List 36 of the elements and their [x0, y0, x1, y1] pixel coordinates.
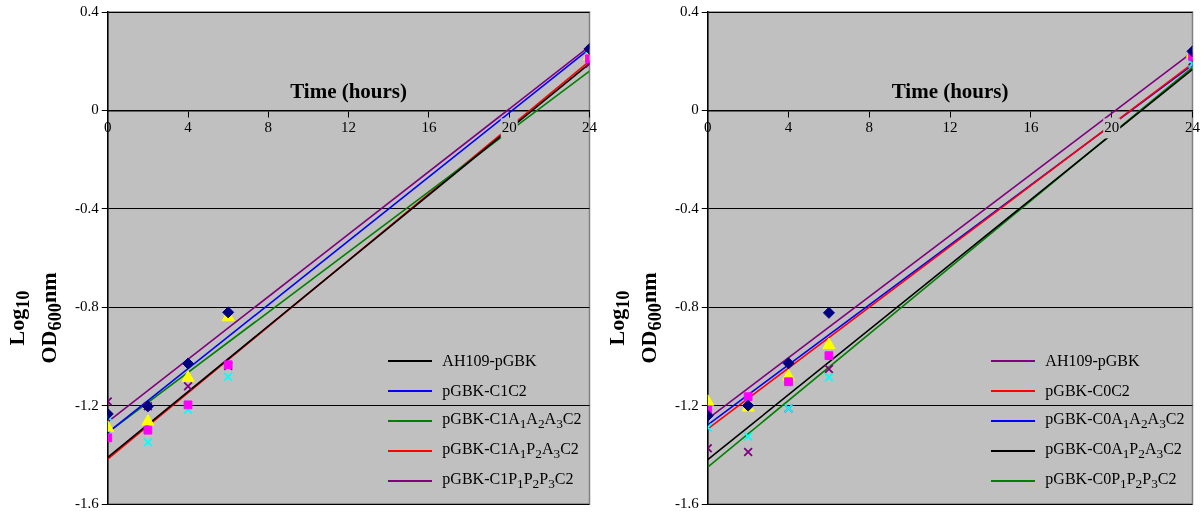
x-axis-title: Time (hours): [891, 79, 1009, 105]
x-tick-label: 12: [341, 119, 357, 136]
legend-label: pGBK-C1A$_{1}$A$_{2}$A$_{3}$C2: [442, 409, 582, 433]
y-tick-label: 0: [691, 101, 699, 118]
y-tick-label: -0.8: [75, 298, 99, 315]
x-tick-label: 4: [784, 119, 793, 136]
y-tick-label: -0.4: [675, 199, 700, 216]
x-tick-label: 8: [865, 119, 874, 136]
y-tick-label: -1.2: [675, 396, 699, 413]
x-tick-label: 12: [942, 119, 958, 136]
x-axis-title: Time (hours): [290, 79, 408, 105]
legend-label: pGBK-C1P$_{1}$P$_{2}$P$_{3}$C2: [442, 469, 574, 493]
x-tick-label: 24: [582, 119, 598, 136]
x-tick-label: 16: [1023, 119, 1039, 136]
y-tick-label: 0.4: [680, 2, 700, 19]
legend-label: pGBK-C0A$_{1}$A$_{2}$A$_{3}$C2: [1045, 409, 1185, 433]
y-tick-label: -0.4: [75, 199, 100, 216]
legend-label: AH109-pGBK: [442, 352, 537, 370]
y-tick-label: -1.2: [75, 396, 99, 413]
x-tick-label: 8: [264, 119, 273, 136]
legend-label: pGBK-C1C2: [442, 382, 527, 400]
y-tick-label: -1.6: [675, 494, 700, 511]
x-tick-label: 4: [184, 119, 193, 136]
y-tick-label: 0.4: [80, 2, 100, 19]
y-tick-label: -1.6: [75, 494, 100, 511]
legend-label: pGBK-C0C2: [1045, 382, 1130, 400]
x-tick-label: 24: [1185, 119, 1201, 136]
x-tick-label: 16: [421, 119, 437, 136]
y-tick-label: -0.8: [675, 298, 699, 315]
legend-label: pGBK-C0A$_{1}$P$_{2}$A$_{3}$C2: [1045, 439, 1182, 463]
x-tick-label: 20: [501, 119, 517, 136]
legend-label: pGBK-C1A$_{1}$P$_{2}$A$_{3}$C2: [442, 439, 579, 463]
legend-label: AH109-pGBK: [1045, 352, 1140, 370]
y-tick-label: 0: [91, 101, 99, 118]
x-tick-label: 20: [1104, 119, 1120, 136]
legend-label: pGBK-C0P$_{1}$P$_{2}$P$_{3}$C2: [1045, 469, 1177, 493]
